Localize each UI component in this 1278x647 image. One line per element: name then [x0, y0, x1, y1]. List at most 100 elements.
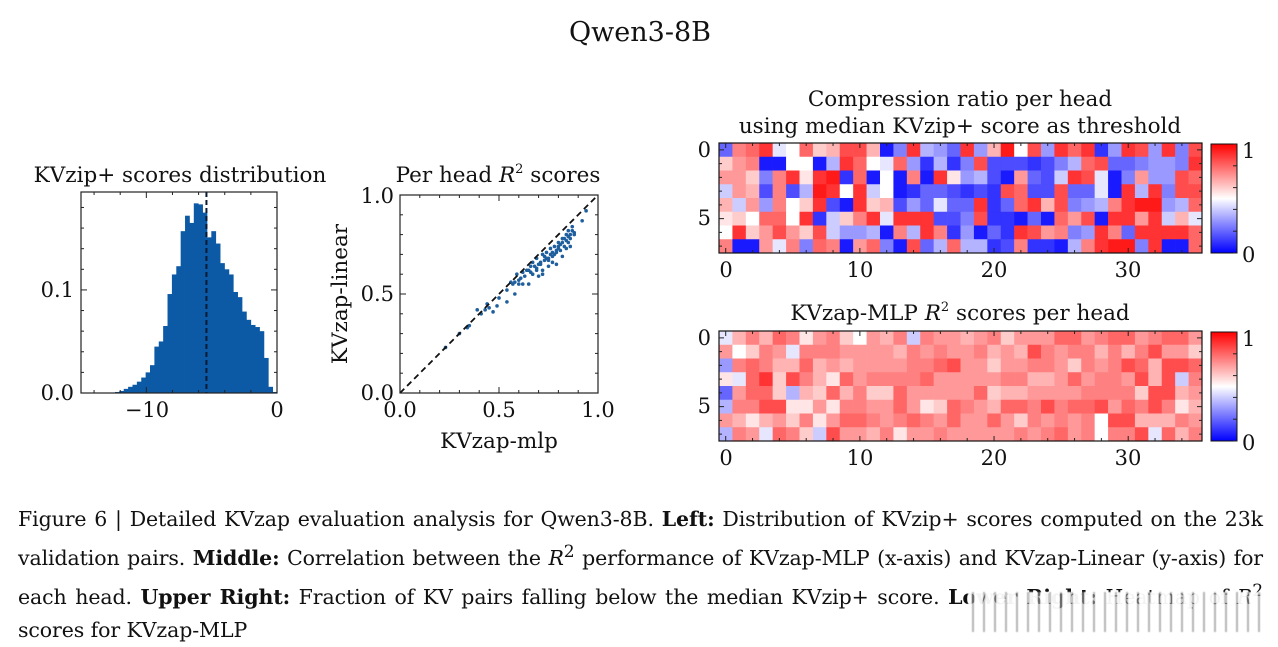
heatmap-cell	[1014, 427, 1028, 442]
heatmap-cell	[893, 239, 908, 254]
heatmap-cell	[933, 143, 948, 158]
heatmap-cell	[839, 358, 854, 373]
heatmap-cell	[812, 198, 827, 213]
heatmap2-xtick-label: 30	[1115, 446, 1142, 470]
heatmap-cell	[1027, 358, 1042, 373]
scatter-point	[526, 268, 531, 273]
histogram-bar	[123, 388, 129, 393]
scatter-point	[515, 272, 519, 277]
heatmap-cell	[799, 211, 814, 226]
heatmap-cell	[799, 372, 814, 387]
heatmap-cell	[745, 211, 760, 226]
scatter-point	[568, 232, 573, 237]
heatmap-cell	[745, 386, 760, 401]
scatter-point	[584, 209, 588, 213]
colorbar1-max-label: 1	[1242, 139, 1255, 163]
scatter-point	[546, 258, 551, 263]
heatmap-cell	[973, 198, 988, 213]
heatmap-cell	[719, 386, 733, 401]
caption-upper-right-text: Fraction of KV pairs falling below the m…	[298, 584, 940, 609]
heatmap-cell	[920, 184, 934, 199]
heatmap-cell	[1000, 399, 1015, 414]
heatmap-cell	[973, 211, 988, 226]
heatmap-cell	[1161, 399, 1176, 414]
heatmap-cell	[906, 156, 921, 171]
heatmap-cell	[745, 198, 760, 213]
heatmap-cell	[772, 239, 787, 254]
heatmap-cell	[853, 143, 867, 158]
heatmap-cell	[933, 399, 948, 414]
heatmap-cell	[920, 225, 934, 240]
heatmap-cell	[987, 143, 1002, 158]
heatmap-cell	[853, 239, 867, 254]
heatmap-cell	[973, 399, 988, 414]
heatmap-cell	[1121, 198, 1136, 213]
heatmap1-frame	[718, 142, 1203, 254]
histogram-bar	[228, 274, 234, 393]
heatmap-cell	[880, 413, 894, 428]
heatmap-cell	[947, 427, 961, 442]
heatmap-cell	[853, 372, 867, 387]
histogram-bar	[237, 297, 243, 393]
heatmap-cell	[866, 372, 881, 387]
histogram-bar	[215, 243, 221, 393]
heatmap-cell	[1148, 211, 1163, 226]
heatmap-cell	[1054, 184, 1069, 199]
heatmap2-ticks	[719, 331, 1202, 441]
scatter-point	[526, 282, 531, 286]
heatmap-cell	[960, 413, 975, 428]
heatmap-cell	[1161, 331, 1176, 346]
heatmap-cell	[1081, 386, 1095, 401]
caption-r2-exponent: 2	[1252, 580, 1263, 601]
heatmap-cell	[1108, 344, 1122, 359]
heatmap-cell	[1081, 143, 1095, 158]
scatter-point	[517, 282, 521, 286]
heatmap-cell	[1134, 184, 1149, 199]
histogram-bar	[171, 274, 177, 393]
heatmap-cell	[906, 358, 921, 373]
heatmap-cell	[1041, 156, 1055, 171]
heatmap-cell	[719, 143, 733, 158]
heatmap-cell	[933, 184, 948, 199]
heatmap-cell	[987, 156, 1002, 171]
heatmap-cell	[1041, 331, 1055, 346]
heatmap-cell	[960, 372, 975, 387]
heatmap-cell	[812, 170, 827, 185]
heatmap-cell	[1188, 331, 1203, 346]
heatmap-cell	[987, 413, 1002, 428]
heatmap-cell	[1027, 372, 1042, 387]
heatmap-cell	[812, 413, 827, 428]
heatmap-cell	[839, 143, 854, 158]
heatmap-cell	[719, 211, 733, 226]
heatmap-cell	[1041, 427, 1055, 442]
histogram-bar	[255, 327, 260, 393]
heatmap-cell	[1134, 198, 1149, 213]
histogram-frame	[80, 191, 278, 394]
heatmap-cell	[1108, 358, 1122, 373]
heatmap-cell	[880, 358, 894, 373]
heatmap-cell	[1094, 239, 1109, 254]
heatmap-cell	[1108, 170, 1122, 185]
heatmap-cell	[1081, 170, 1095, 185]
heatmap-cell	[1148, 413, 1163, 428]
heatmap-cell	[1081, 344, 1095, 359]
heatmap-cell	[759, 156, 773, 171]
heatmap-cell	[866, 143, 881, 158]
heatmap-cell	[893, 413, 908, 428]
heatmap-cell	[1121, 386, 1136, 401]
heatmap1-title-line2: using median KVzip+ score as threshold	[739, 114, 1182, 139]
heatmap-cell	[1148, 143, 1163, 158]
heatmap-cell	[920, 198, 934, 213]
heatmap-cell	[1121, 225, 1136, 240]
heatmap-cell	[719, 170, 733, 185]
heatmap-cell	[1094, 372, 1109, 387]
heatmap-cell	[933, 344, 948, 359]
heatmap-cell	[1041, 239, 1055, 254]
heatmap-cell	[719, 344, 733, 359]
heatmap-cell	[786, 413, 800, 428]
heatmap-cell	[1108, 386, 1122, 401]
scatter-point	[544, 250, 549, 255]
heatmap-cell	[880, 372, 894, 387]
scatter-point	[513, 280, 517, 284]
scatter-point	[513, 292, 517, 296]
